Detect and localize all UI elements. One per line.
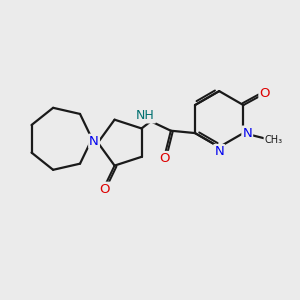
Text: NH: NH bbox=[136, 110, 155, 122]
Text: CH₃: CH₃ bbox=[264, 135, 283, 145]
Text: N: N bbox=[89, 135, 99, 148]
Text: O: O bbox=[159, 152, 170, 165]
Text: N: N bbox=[242, 127, 252, 140]
Text: O: O bbox=[260, 87, 270, 100]
Text: N: N bbox=[214, 145, 224, 158]
Text: O: O bbox=[100, 183, 110, 196]
